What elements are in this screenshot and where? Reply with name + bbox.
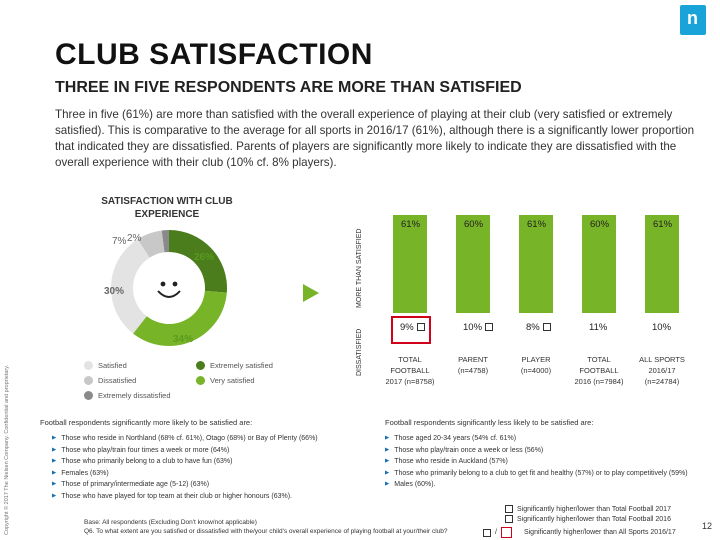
list-item: Those who play/train once a week or less…: [385, 445, 700, 457]
dissatisfied-value-text: 8%: [526, 322, 540, 333]
red-square-icon: [500, 527, 512, 538]
significance-square-icon: [485, 323, 494, 332]
notes-right-heading: Football respondents significantly less …: [385, 418, 594, 427]
more-than-satisfied-value: 60%: [464, 219, 484, 230]
list-item: Those who reside in Northland (68% cf. 6…: [52, 433, 372, 445]
more-than-satisfied-value: 60%: [590, 219, 610, 230]
donut-label-extremely-satisfied: 26%: [194, 252, 215, 263]
donut-segment-extremely-dissatisfied: [161, 230, 169, 253]
satisfied-bar: [645, 215, 679, 313]
dissatisfied-value: 10%: [463, 322, 494, 333]
donut-title: SATISFACTION WITH CLUB EXPERIENCE: [101, 196, 233, 220]
key-line-2: Significantly higher/lower than Total Fo…: [505, 515, 671, 523]
axis-label-more-than-satisfied: MORE THAN SATISFIED: [356, 228, 363, 308]
column-label: TOTAL FOOTBALL 2016 (n=7984): [574, 355, 624, 386]
legend-very-satisfied: Very satisfied: [196, 376, 255, 385]
black-square-icon: [505, 515, 513, 523]
donut-chart: [110, 230, 227, 346]
list-item: Females (63%): [52, 468, 372, 480]
legend-satisfied: Satisfied: [84, 361, 127, 370]
list-item: Those aged 20-34 years (54% cf. 61%): [385, 433, 700, 445]
more-than-satisfied-value: 61%: [401, 219, 421, 230]
legend-dissatisfied: Dissatisfied: [84, 376, 136, 385]
column-label: PARENT (n=4758): [457, 355, 489, 375]
legend-swatch: [196, 361, 205, 370]
list-item: Those of primary/intermediate age (5-12)…: [52, 479, 372, 491]
nielsen-logo: n: [680, 5, 706, 35]
dissatisfied-value: 11%: [589, 322, 607, 333]
legend-extremely-satisfied: Extremely satisfied: [196, 361, 273, 370]
more-than-satisfied-value: 61%: [653, 219, 673, 230]
key-line-3: / Significantly higher/lower than All Spo…: [483, 527, 676, 538]
legend-extremely-dissatisfied: Extremely dissatisfied: [84, 391, 171, 400]
notes-right-list: Those aged 20-34 years (54% cf. 61%) Tho…: [385, 433, 700, 491]
footnote-question: Q6. To what extent are you satisfied or …: [84, 528, 448, 535]
smiley-face-icon: [157, 281, 181, 298]
dissatisfied-value-text: 11%: [589, 322, 608, 333]
satisfied-bar: [582, 215, 616, 313]
satisfied-bar: [519, 215, 553, 313]
page-subtitle: THREE IN FIVE RESPONDENTS ARE MORE THAN …: [55, 79, 522, 96]
dissatisfied-value: 10%: [652, 322, 671, 333]
donut-segment-very-satisfied: [133, 290, 227, 346]
footnote-base: Base: All respondents (Excluding Don't k…: [84, 519, 257, 526]
dissatisfied-value: 8%: [526, 322, 551, 333]
list-item: Males (60%).: [385, 479, 700, 491]
highlight-box: [391, 316, 431, 344]
notes-left-list: Those who reside in Northland (68% cf. 6…: [52, 433, 372, 502]
dissatisfied-value-text: 9%: [400, 322, 414, 333]
summary-paragraph: Three in five (61%) are more than satisf…: [55, 108, 695, 169]
satisfied-bar: [393, 215, 427, 313]
significance-square-icon: [416, 323, 425, 332]
list-item: Those who primarily belong to a club to …: [385, 468, 700, 480]
donut-segment-dissatisfied: [137, 230, 165, 258]
donut-label-extremely-dissatisfied: 2%: [127, 233, 142, 244]
legend-swatch: [84, 361, 93, 370]
list-item: Those who primarily belong to a club to …: [52, 456, 372, 468]
legend-swatch: [84, 376, 93, 385]
donut-label-very-satisfied: 34%: [173, 334, 194, 345]
donut-label-dissatisfied: 7%: [112, 236, 127, 247]
column-label: TOTAL FOOTBALL 2017 (n=8758): [385, 355, 435, 386]
list-item: Those who reside in Auckland (57%): [385, 456, 700, 468]
column-label: PLAYER (n=4000): [520, 355, 552, 375]
axis-label-dissatisfied: DISSATISFIED: [356, 328, 363, 376]
black-square-icon: [483, 528, 491, 537]
list-item: Those who have played for top team at th…: [52, 491, 372, 503]
black-square-icon: [505, 505, 513, 513]
column-label: ALL SPORTS 2016/17 (n=24784): [639, 355, 685, 386]
significance-square-icon: [542, 323, 551, 332]
dissatisfied-value: 9%: [400, 322, 425, 333]
legend-swatch: [84, 391, 93, 400]
dissatisfied-value-text: 10%: [463, 322, 483, 333]
page-title: CLUB SATISFACTION: [55, 38, 373, 71]
page-number: 12: [702, 521, 713, 531]
arrow-right-icon: [303, 284, 319, 302]
donut-segment-extremely-satisfied: [169, 230, 227, 293]
more-than-satisfied-value: 61%: [527, 219, 547, 230]
satisfied-bar: [456, 215, 490, 313]
donut-segment-satisfied: [110, 239, 150, 334]
list-item: Those who play/train four times a week o…: [52, 445, 372, 457]
copyright-notice: Copyright © 2017 The Nielsen Company. Co…: [4, 364, 10, 535]
notes-left-heading: Football respondents significantly more …: [40, 418, 253, 427]
dissatisfied-value-text: 10%: [652, 322, 672, 333]
legend-swatch: [196, 376, 205, 385]
key-line-1: Significantly higher/lower than Total Fo…: [505, 505, 671, 513]
donut-label-satisfied: 30%: [104, 286, 125, 297]
